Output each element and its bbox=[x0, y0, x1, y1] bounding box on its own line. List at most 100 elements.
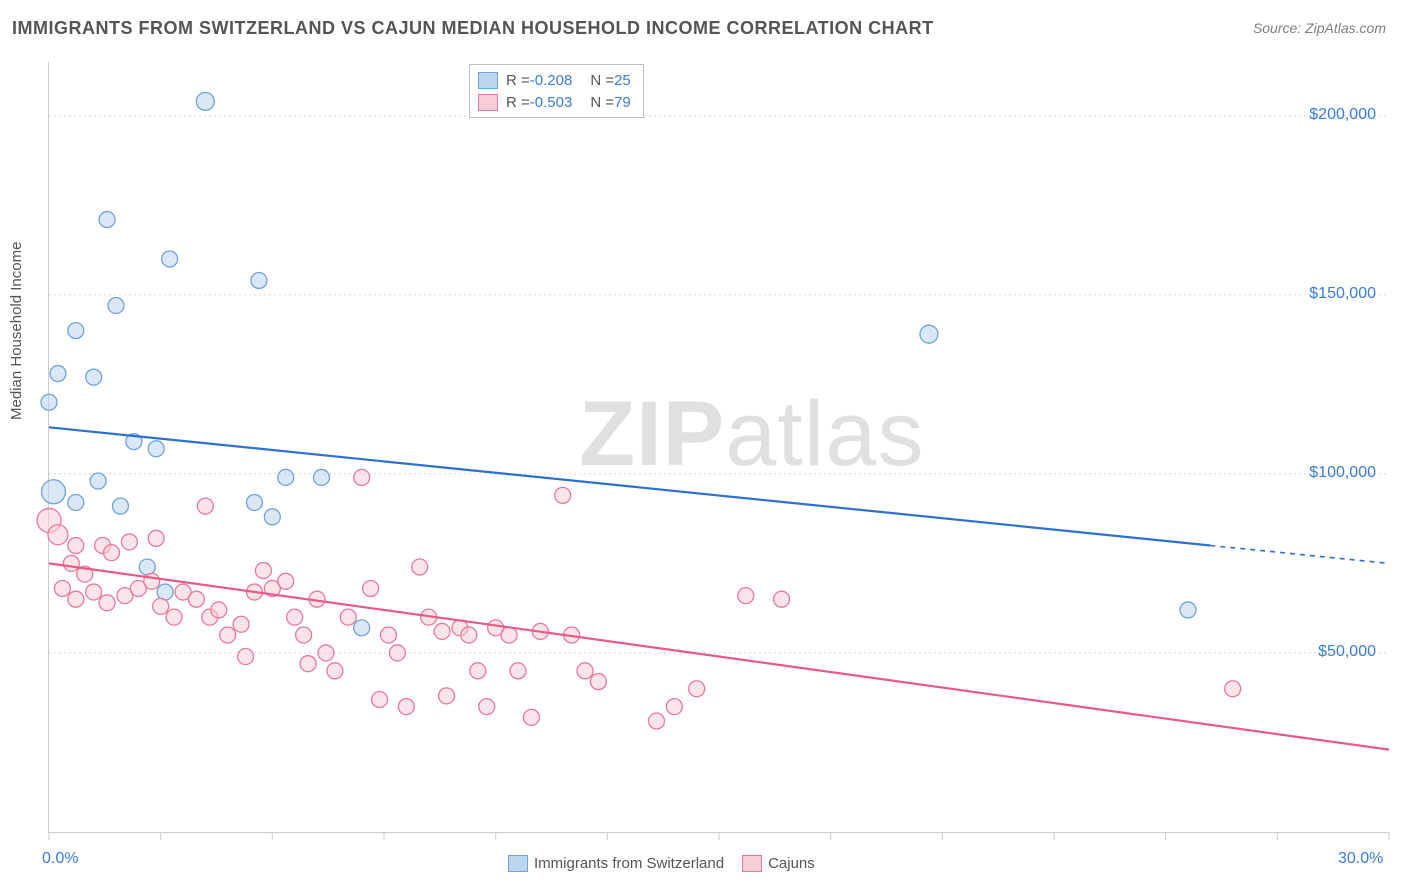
scatter-point bbox=[90, 473, 106, 489]
chart-container: IMMIGRANTS FROM SWITZERLAND VS CAJUN MED… bbox=[0, 0, 1406, 892]
scatter-point bbox=[313, 469, 329, 485]
y-tick-label: $50,000 bbox=[1318, 643, 1376, 661]
scatter-point bbox=[510, 663, 526, 679]
scatter-point bbox=[340, 609, 356, 625]
scatter-point bbox=[363, 580, 379, 596]
scatter-point bbox=[50, 366, 66, 382]
scatter-point bbox=[41, 480, 65, 504]
scatter-point bbox=[479, 699, 495, 715]
plot-svg bbox=[49, 62, 1389, 832]
scatter-point bbox=[148, 530, 164, 546]
scatter-point bbox=[300, 656, 316, 672]
scatter-point bbox=[108, 298, 124, 314]
legend-swatch bbox=[478, 72, 498, 89]
scatter-point bbox=[86, 369, 102, 385]
source-attribution: Source: ZipAtlas.com bbox=[1253, 20, 1386, 36]
scatter-point bbox=[121, 534, 137, 550]
x-tick-label: 30.0% bbox=[1338, 850, 1383, 868]
scatter-point bbox=[398, 699, 414, 715]
scatter-point bbox=[577, 663, 593, 679]
scatter-point bbox=[296, 627, 312, 643]
scatter-point bbox=[99, 212, 115, 228]
scatter-point bbox=[220, 627, 236, 643]
scatter-point bbox=[104, 545, 120, 561]
legend-swatch bbox=[508, 855, 528, 872]
scatter-point bbox=[523, 709, 539, 725]
scatter-point bbox=[68, 495, 84, 511]
scatter-point bbox=[188, 591, 204, 607]
stat-n-value: 79 bbox=[614, 94, 631, 111]
scatter-point bbox=[86, 584, 102, 600]
scatter-point bbox=[439, 688, 455, 704]
y-tick-label: $200,000 bbox=[1309, 106, 1376, 124]
scatter-point bbox=[233, 616, 249, 632]
scatter-point bbox=[389, 645, 405, 661]
scatter-point bbox=[48, 525, 68, 545]
scatter-point bbox=[148, 441, 164, 457]
scatter-point bbox=[63, 555, 79, 571]
scatter-point bbox=[41, 394, 57, 410]
scatter-point bbox=[648, 713, 664, 729]
scatter-point bbox=[920, 325, 938, 343]
scatter-point bbox=[166, 609, 182, 625]
scatter-point bbox=[144, 573, 160, 589]
scatter-point bbox=[153, 598, 169, 614]
stats-legend: R = -0.208 N = 25 R = -0.503 N = 79 bbox=[469, 64, 644, 118]
stat-n-value: 25 bbox=[614, 72, 631, 89]
scatter-point bbox=[354, 620, 370, 636]
scatter-point bbox=[666, 699, 682, 715]
chart-title: IMMIGRANTS FROM SWITZERLAND VS CAJUN MED… bbox=[12, 18, 934, 39]
scatter-point bbox=[1225, 681, 1241, 697]
scatter-point bbox=[470, 663, 486, 679]
scatter-point bbox=[412, 559, 428, 575]
scatter-point bbox=[738, 588, 754, 604]
y-tick-label: $150,000 bbox=[1309, 285, 1376, 303]
y-tick-label: $100,000 bbox=[1309, 464, 1376, 482]
scatter-point bbox=[318, 645, 334, 661]
scatter-point bbox=[238, 649, 254, 665]
scatter-point bbox=[157, 584, 173, 600]
scatter-point bbox=[327, 663, 343, 679]
scatter-point bbox=[278, 469, 294, 485]
scatter-point bbox=[590, 674, 606, 690]
stat-r-label: R = bbox=[506, 72, 530, 89]
stat-r-value: -0.208 bbox=[530, 72, 573, 89]
scatter-point bbox=[246, 495, 262, 511]
scatter-point bbox=[251, 272, 267, 288]
scatter-point bbox=[461, 627, 477, 643]
scatter-point bbox=[434, 623, 450, 639]
scatter-point bbox=[278, 573, 294, 589]
scatter-point bbox=[211, 602, 227, 618]
scatter-point bbox=[54, 580, 70, 596]
scatter-point bbox=[1180, 602, 1196, 618]
stat-r-value: -0.503 bbox=[530, 94, 573, 111]
scatter-point bbox=[68, 323, 84, 339]
legend-swatch bbox=[742, 855, 762, 872]
scatter-point bbox=[774, 591, 790, 607]
trend-line-extrapolated bbox=[1210, 545, 1389, 563]
scatter-point bbox=[287, 609, 303, 625]
scatter-point bbox=[555, 487, 571, 503]
scatter-point bbox=[501, 627, 517, 643]
scatter-point bbox=[162, 251, 178, 267]
scatter-point bbox=[689, 681, 705, 697]
stat-n-label: N = bbox=[590, 94, 614, 111]
scatter-point bbox=[139, 559, 155, 575]
scatter-point bbox=[354, 469, 370, 485]
stats-legend-row: R = -0.503 N = 79 bbox=[478, 91, 631, 113]
scatter-point bbox=[264, 509, 280, 525]
scatter-point bbox=[372, 691, 388, 707]
legend-series-label: Immigrants from Switzerland bbox=[534, 855, 724, 872]
scatter-point bbox=[380, 627, 396, 643]
legend-swatch bbox=[478, 94, 498, 111]
y-axis-label: Median Household Income bbox=[8, 242, 25, 420]
trend-line bbox=[49, 427, 1210, 545]
stat-n-label: N = bbox=[590, 72, 614, 89]
scatter-point bbox=[68, 591, 84, 607]
stat-r-label: R = bbox=[506, 94, 530, 111]
scatter-point bbox=[255, 563, 271, 579]
x-tick-label: 0.0% bbox=[42, 850, 78, 868]
scatter-point bbox=[112, 498, 128, 514]
stats-legend-row: R = -0.208 N = 25 bbox=[478, 69, 631, 91]
scatter-point bbox=[197, 498, 213, 514]
